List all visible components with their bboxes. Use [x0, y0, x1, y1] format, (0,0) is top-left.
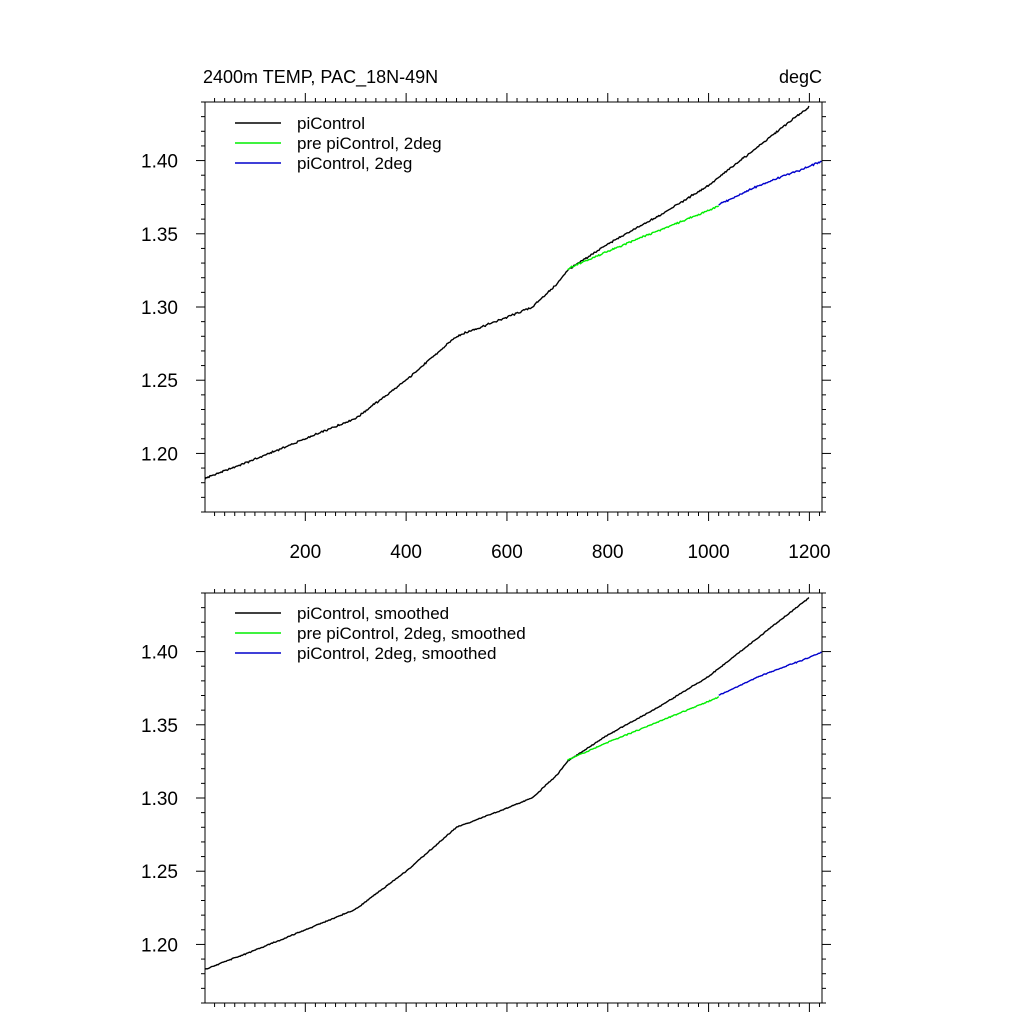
legend-label: piControl	[297, 114, 365, 133]
y-tick-label: 1.25	[141, 862, 178, 883]
series-line-2	[718, 160, 822, 206]
legend-label: pre piControl, 2deg	[297, 134, 442, 153]
x-tick-label: 400	[390, 542, 422, 563]
y-tick-label: 1.40	[141, 152, 178, 173]
y-tick-label: 1.35	[141, 716, 178, 737]
y-tick-label: 1.35	[141, 225, 178, 246]
y-tick-label: 1.20	[141, 935, 178, 956]
x-tick-label: 1200	[788, 542, 830, 563]
y-tick-label: 1.20	[141, 444, 178, 465]
legend-label: piControl, 2deg	[297, 154, 412, 173]
axis-ticks	[196, 584, 831, 1012]
series-line-2	[718, 651, 822, 696]
y-tick-label: 1.40	[141, 643, 178, 664]
series-line-1	[567, 696, 720, 761]
x-tick-label: 1000	[687, 542, 729, 563]
chart-units: degC	[779, 67, 822, 87]
series-line-1	[567, 205, 720, 271]
chart-title: 2400m TEMP, PAC_18N-49N	[203, 67, 438, 88]
x-tick-label: 600	[491, 542, 523, 563]
y-tick-label: 1.25	[141, 371, 178, 392]
legend-label: piControl, 2deg, smoothed	[297, 644, 496, 663]
axis-ticks	[196, 93, 831, 521]
y-tick-label: 1.30	[141, 789, 178, 810]
y-tick-label: 1.30	[141, 298, 178, 319]
series-line-0	[204, 597, 810, 970]
series-line-0	[204, 105, 810, 480]
x-tick-label: 800	[592, 542, 624, 563]
legend-label: pre piControl, 2deg, smoothed	[297, 624, 526, 643]
legend-label: piControl, smoothed	[297, 604, 449, 623]
x-tick-label: 200	[289, 542, 321, 563]
top-panel: 1.20 1.25 1.30 1.35 1.40 200 400 600 800 1000 1200…	[141, 93, 831, 563]
